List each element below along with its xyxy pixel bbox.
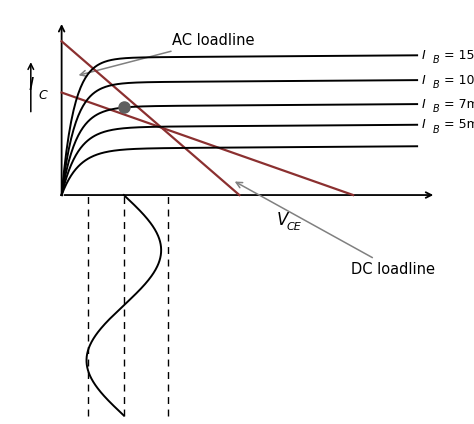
Text: = 10mA: = 10mA <box>440 74 474 86</box>
Text: V: V <box>276 212 288 229</box>
Text: I: I <box>422 98 426 111</box>
Text: I: I <box>422 49 426 62</box>
Text: B: B <box>432 80 439 90</box>
Text: I: I <box>422 74 426 86</box>
Text: AC loadline: AC loadline <box>80 33 255 76</box>
Text: B: B <box>432 125 439 135</box>
Text: CE: CE <box>286 222 301 232</box>
Text: B: B <box>432 104 439 114</box>
Text: DC loadline: DC loadline <box>236 182 436 277</box>
Text: = 5mA: = 5mA <box>440 118 474 131</box>
Text: C: C <box>38 89 47 102</box>
Text: = 7mA: = 7mA <box>440 98 474 111</box>
Text: I: I <box>28 76 34 94</box>
Text: = 15mA: = 15mA <box>440 49 474 62</box>
Text: I: I <box>422 118 426 131</box>
Text: B: B <box>432 56 439 65</box>
